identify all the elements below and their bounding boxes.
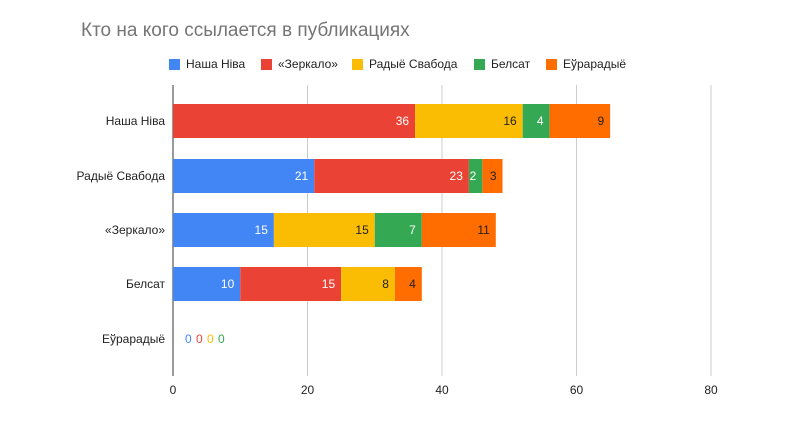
data-label: 16 xyxy=(503,114,517,128)
legend-label: Наша Ніва xyxy=(186,57,246,71)
data-label: 3 xyxy=(490,169,497,183)
legend-item-radio-svaboda: Радыё Свабода xyxy=(352,57,457,71)
data-label: 8 xyxy=(382,277,389,291)
bar-segment xyxy=(173,104,416,138)
legend-label: Белсат xyxy=(491,57,531,71)
legend-swatch xyxy=(352,58,363,70)
data-label: 9 xyxy=(597,114,604,128)
x-tick-label: 20 xyxy=(301,383,315,397)
bar-segment xyxy=(421,213,496,247)
x-tick-label: 80 xyxy=(704,383,718,397)
bar-segment xyxy=(394,267,422,301)
data-label: 2 xyxy=(470,169,477,183)
data-label: 0 xyxy=(218,332,225,346)
data-label: 15 xyxy=(255,223,269,237)
legend-item-nasha-niva: Наша Ніва xyxy=(169,57,245,71)
legend-item-zerkalo: «Зеркало» xyxy=(261,57,338,71)
data-label: 15 xyxy=(322,277,336,291)
category-label: Наша Ніва xyxy=(106,114,166,128)
bar-segment xyxy=(341,267,395,301)
legend-label: Радыё Свабода xyxy=(369,57,458,71)
bar-segment xyxy=(240,267,342,301)
data-label: 0 xyxy=(185,332,192,346)
legend-item-belsat: Белсат xyxy=(474,57,530,71)
category-label: Белсат xyxy=(126,277,166,291)
x-tick-label: 40 xyxy=(435,383,449,397)
legend-swatch xyxy=(261,58,272,70)
data-label: 4 xyxy=(537,114,544,128)
legend-item-euroradio: Еўрарадыё xyxy=(546,57,626,71)
legend: Наша Ніва «Зеркало» Радыё Свабода Белсат… xyxy=(0,57,800,75)
data-label: 15 xyxy=(355,223,369,237)
data-label: 7 xyxy=(409,223,416,237)
legend-label: «Зеркало» xyxy=(278,57,338,71)
data-label: 23 xyxy=(450,169,464,183)
bar-segment xyxy=(482,159,503,193)
bar-segment xyxy=(522,104,550,138)
x-tick-label: 0 xyxy=(170,383,177,397)
category-label: «Зеркало» xyxy=(105,223,165,237)
category-label: Радыё Свабода xyxy=(77,169,166,183)
bar-segment xyxy=(549,104,611,138)
legend-swatch xyxy=(169,58,180,70)
legend-label: Еўрарадыё xyxy=(563,57,626,71)
data-label: 10 xyxy=(221,277,235,291)
legend-swatch xyxy=(474,58,485,70)
category-label: Еўрарадыё xyxy=(102,332,165,346)
bar-segment xyxy=(314,159,469,193)
bar-segment xyxy=(374,213,422,247)
data-label: 4 xyxy=(409,277,416,291)
data-label: 36 xyxy=(396,114,410,128)
bar-segment xyxy=(273,213,375,247)
data-label: 0 xyxy=(207,332,214,346)
bar-segment xyxy=(415,104,523,138)
data-label: 0 xyxy=(196,332,203,346)
bar-segment xyxy=(173,213,274,247)
legend-swatch xyxy=(546,58,557,70)
bar-segment xyxy=(173,159,315,193)
data-label: 21 xyxy=(295,169,309,183)
chart-title: Кто на кого ссылается в публикациях xyxy=(81,20,410,41)
x-tick-label: 60 xyxy=(570,383,584,397)
data-label: 11 xyxy=(477,223,490,237)
bar-segment xyxy=(468,159,483,193)
bar-segment xyxy=(173,267,241,301)
